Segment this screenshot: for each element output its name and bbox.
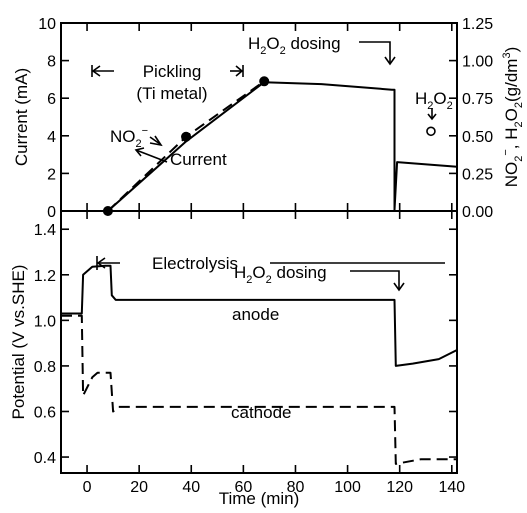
tick-label: 100 [334, 479, 361, 496]
tick-label: 0.8 [34, 359, 56, 376]
tick-label: 0.25 [462, 166, 493, 183]
annotation-ti-metal: (Ti metal) [136, 84, 207, 103]
tick-label: 0.50 [462, 129, 493, 146]
annotation-anode: anode [232, 305, 279, 324]
tick-label: 4 [47, 129, 56, 146]
annotation-no2: NO2− [110, 125, 148, 150]
tick-label: 0.6 [34, 404, 56, 421]
y-axis-label-current: Current (mA) [12, 68, 31, 166]
annotation-arrows [91, 41, 445, 292]
data-point [102, 206, 113, 216]
bottom-plot-frame [60, 210, 458, 474]
tick-label: 8 [47, 54, 56, 71]
annotation-pickling: Pickling [143, 62, 202, 81]
tick-label: 0.4 [34, 450, 56, 467]
tick-label: 0.75 [462, 91, 493, 108]
tick-label: 1.25 [462, 16, 493, 33]
tick-label: 0 [83, 479, 92, 496]
annotation-h2o2: H2O2 [415, 89, 453, 112]
tick-labels: 0 20 40 60 80 100 120 140 0 2 4 6 8 10 0.00 0.25 0.50 0.7… [34, 16, 493, 496]
data-point-open [426, 126, 436, 137]
tick-label: 2 [47, 166, 56, 183]
data-point [181, 131, 192, 142]
tick-label: 40 [182, 479, 200, 496]
tick-label: 0 [47, 204, 56, 221]
tick-label: 1.0 [34, 313, 56, 330]
tick-label: 120 [386, 479, 413, 496]
tick-label: 80 [287, 479, 305, 496]
tick-marks [61, 22, 457, 473]
annotation-h2o2-dosing-top: H2O2 dosing [248, 34, 341, 57]
tick-label: 10 [38, 16, 56, 33]
series-line-current [61, 81, 458, 212]
y2-axis-label: NO2−, H2O2(g/dm3) [500, 47, 525, 188]
data-series [61, 76, 458, 465]
tick-label: 1.4 [34, 222, 56, 239]
tick-label: 1.2 [34, 268, 56, 285]
annotation-current: Current [170, 150, 227, 169]
series-line-cathode [61, 314, 457, 465]
tick-label: 6 [47, 91, 56, 108]
tick-label: 60 [234, 479, 252, 496]
tick-label: 20 [130, 479, 148, 496]
tick-label: 1.00 [462, 54, 493, 71]
data-point [259, 76, 270, 87]
annotation-cathode: cathode [231, 403, 292, 422]
annotation-electrolysis: Electrolysis [152, 254, 238, 273]
series-line-anode [61, 264, 458, 367]
annotation-h2o2-dosing-bottom: H2O2 dosing [234, 263, 327, 286]
tick-label: 0.00 [462, 204, 493, 221]
x-axis-label: Time (min) [219, 489, 300, 508]
tick-label: 140 [438, 479, 465, 496]
y-axis-label-potential: Potential (V vs.SHE) [9, 265, 28, 420]
